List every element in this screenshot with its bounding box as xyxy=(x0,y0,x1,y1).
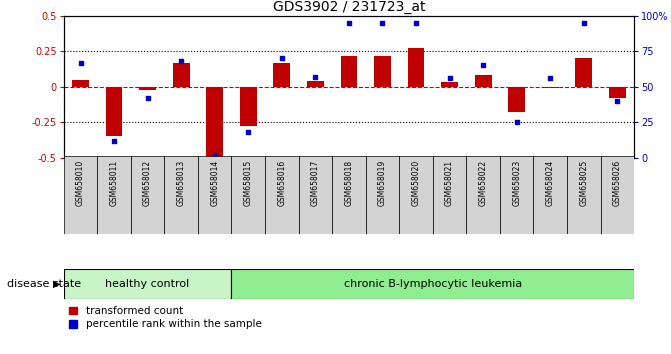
Text: GSM658013: GSM658013 xyxy=(176,160,186,206)
Bar xyxy=(399,156,433,234)
Bar xyxy=(374,56,391,87)
Text: GSM658020: GSM658020 xyxy=(411,160,421,206)
Text: healthy control: healthy control xyxy=(105,279,190,289)
Bar xyxy=(340,56,357,87)
Point xyxy=(276,56,287,61)
Bar xyxy=(474,75,491,87)
Bar xyxy=(231,156,265,234)
Bar xyxy=(567,156,601,234)
Bar xyxy=(72,80,89,87)
Text: GSM658011: GSM658011 xyxy=(109,160,119,206)
Bar xyxy=(131,156,164,234)
Bar xyxy=(466,156,500,234)
Bar xyxy=(105,87,122,136)
Bar xyxy=(442,82,458,87)
Text: GSM658026: GSM658026 xyxy=(613,160,622,206)
Point xyxy=(612,98,623,104)
Text: GSM658012: GSM658012 xyxy=(143,160,152,206)
Point xyxy=(578,20,589,26)
Bar xyxy=(198,156,231,234)
Bar xyxy=(140,87,156,90)
Bar xyxy=(533,156,567,234)
Text: GSM658023: GSM658023 xyxy=(512,160,521,206)
Bar xyxy=(207,87,223,158)
Bar xyxy=(265,156,299,234)
Bar xyxy=(172,63,189,87)
Bar xyxy=(274,63,290,87)
Title: GDS3902 / 231723_at: GDS3902 / 231723_at xyxy=(272,0,425,13)
Point xyxy=(176,58,187,64)
Point xyxy=(545,75,556,81)
Legend: transformed count, percentile rank within the sample: transformed count, percentile rank withi… xyxy=(69,306,262,329)
Point xyxy=(411,20,421,26)
Point xyxy=(209,152,220,158)
Point xyxy=(75,60,86,65)
Bar xyxy=(64,156,97,234)
Text: GSM658010: GSM658010 xyxy=(76,160,85,206)
Point xyxy=(142,95,153,101)
Text: GSM658016: GSM658016 xyxy=(277,160,287,206)
Bar xyxy=(500,156,533,234)
Bar xyxy=(231,269,634,299)
Text: GSM658015: GSM658015 xyxy=(244,160,253,206)
Text: chronic B-lymphocytic leukemia: chronic B-lymphocytic leukemia xyxy=(344,279,522,289)
Point xyxy=(243,129,254,135)
Text: GSM658024: GSM658024 xyxy=(546,160,555,206)
Point xyxy=(511,119,522,125)
Point xyxy=(444,75,455,81)
Bar xyxy=(433,156,466,234)
Bar xyxy=(542,87,558,88)
Text: disease state: disease state xyxy=(7,279,81,289)
Bar xyxy=(509,87,525,112)
Bar xyxy=(609,87,625,98)
Bar xyxy=(366,156,399,234)
Point xyxy=(310,74,321,80)
Text: GSM658025: GSM658025 xyxy=(579,160,588,206)
Bar xyxy=(164,156,198,234)
Bar xyxy=(601,156,634,234)
Point xyxy=(478,63,488,68)
Text: GSM658017: GSM658017 xyxy=(311,160,320,206)
Text: GSM658021: GSM658021 xyxy=(445,160,454,206)
Text: GSM658018: GSM658018 xyxy=(344,160,354,206)
Bar xyxy=(64,269,231,299)
Text: GSM658022: GSM658022 xyxy=(478,160,488,206)
Bar xyxy=(307,81,323,87)
Bar xyxy=(299,156,332,234)
Bar xyxy=(575,58,592,87)
Text: GSM658014: GSM658014 xyxy=(210,160,219,206)
Bar xyxy=(97,156,131,234)
Bar xyxy=(240,87,256,126)
Bar xyxy=(407,48,424,87)
Text: GSM658019: GSM658019 xyxy=(378,160,387,206)
Point xyxy=(109,138,119,143)
Point xyxy=(344,20,354,26)
Bar xyxy=(332,156,366,234)
Point xyxy=(377,20,388,26)
Text: ▶: ▶ xyxy=(53,279,60,289)
